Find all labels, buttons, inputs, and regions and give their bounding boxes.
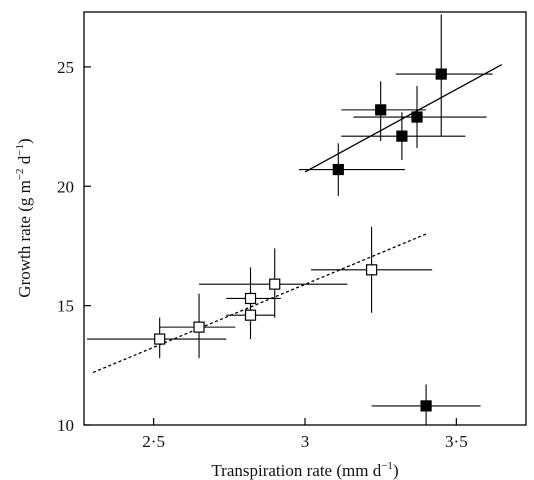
data-markers (154, 68, 447, 412)
x-tick-label: 3 (301, 432, 310, 451)
x-tick-label: 2·5 (142, 432, 165, 451)
filled-square-point (375, 104, 387, 116)
fit-line-solid (304, 63, 503, 173)
axis-ticks: 2·5 3 3·5 10 15 20 25 (57, 58, 468, 451)
y-tick-label: 10 (57, 416, 74, 435)
open-square-point (154, 333, 166, 345)
filled-square-point (420, 400, 432, 412)
y-tick-label: 15 (57, 297, 74, 316)
fit-lines (92, 63, 503, 374)
x-tick-label: 3·5 (445, 432, 468, 451)
filled-square-point (396, 130, 408, 142)
x-axis-title: Transpiration rate (mm d−1) (211, 460, 398, 480)
filled-square-point (435, 68, 447, 80)
open-square-point (244, 309, 257, 321)
open-square-point (193, 321, 205, 333)
open-square-point (244, 292, 257, 305)
y-tick-label: 25 (57, 58, 74, 77)
y-tick-label: 20 (57, 177, 74, 196)
fit-line-dashed (92, 233, 427, 374)
filled-square-point (332, 163, 344, 176)
filled-square-point (411, 111, 423, 123)
open-square-point (269, 278, 281, 290)
error-bars (87, 14, 493, 425)
y-axis-title: Growth rate (g m−2 d−1) (14, 138, 34, 297)
open-square-point (366, 264, 378, 276)
